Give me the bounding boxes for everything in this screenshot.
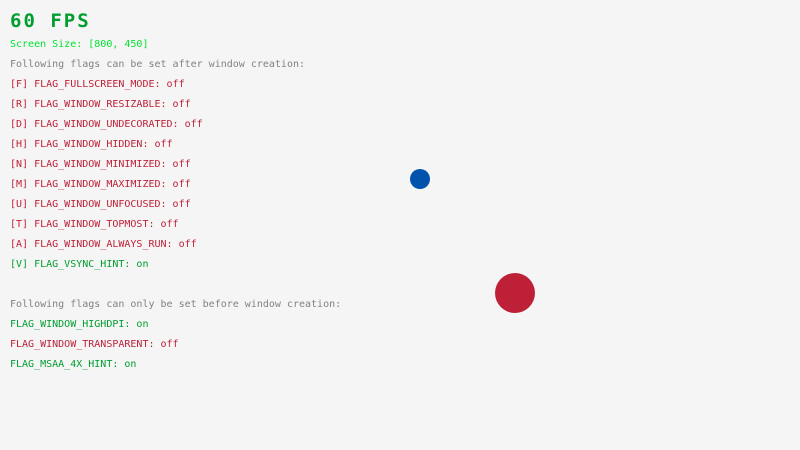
flag-status-line: [T] FLAG_WINDOW_TOPMOST: off — [10, 219, 179, 230]
fps-counter: 60 FPS — [10, 10, 91, 32]
after-creation-heading: Following flags can be set after window … — [10, 59, 306, 70]
bouncing-ball-blue — [410, 169, 430, 189]
flag-status-line: [F] FLAG_FULLSCREEN_MODE: off — [10, 79, 185, 90]
flag-status-line: [H] FLAG_WINDOW_HIDDEN: off — [10, 139, 173, 150]
flag-status-line: [A] FLAG_WINDOW_ALWAYS_RUN: off — [10, 239, 197, 250]
flag-status-line: FLAG_WINDOW_HIGHDPI: on — [10, 319, 149, 330]
flag-status-line: [M] FLAG_WINDOW_MAXIMIZED: off — [10, 179, 191, 190]
before-creation-heading: Following flags can only be set before w… — [10, 299, 342, 310]
bouncing-ball-red — [495, 273, 535, 313]
flag-status-line: [V] FLAG_VSYNC_HINT: on — [10, 259, 149, 270]
flag-status-line: FLAG_WINDOW_TRANSPARENT: off — [10, 339, 179, 350]
flag-status-line: [N] FLAG_WINDOW_MINIMIZED: off — [10, 159, 191, 170]
screen-size-label: Screen Size: [800, 450] — [10, 39, 149, 50]
flag-status-line: [R] FLAG_WINDOW_RESIZABLE: off — [10, 99, 191, 110]
flag-status-line: [D] FLAG_WINDOW_UNDECORATED: off — [10, 119, 203, 130]
flag-status-line: FLAG_MSAA_4X_HINT: on — [10, 359, 137, 370]
flag-status-line: [U] FLAG_WINDOW_UNFOCUSED: off — [10, 199, 191, 210]
